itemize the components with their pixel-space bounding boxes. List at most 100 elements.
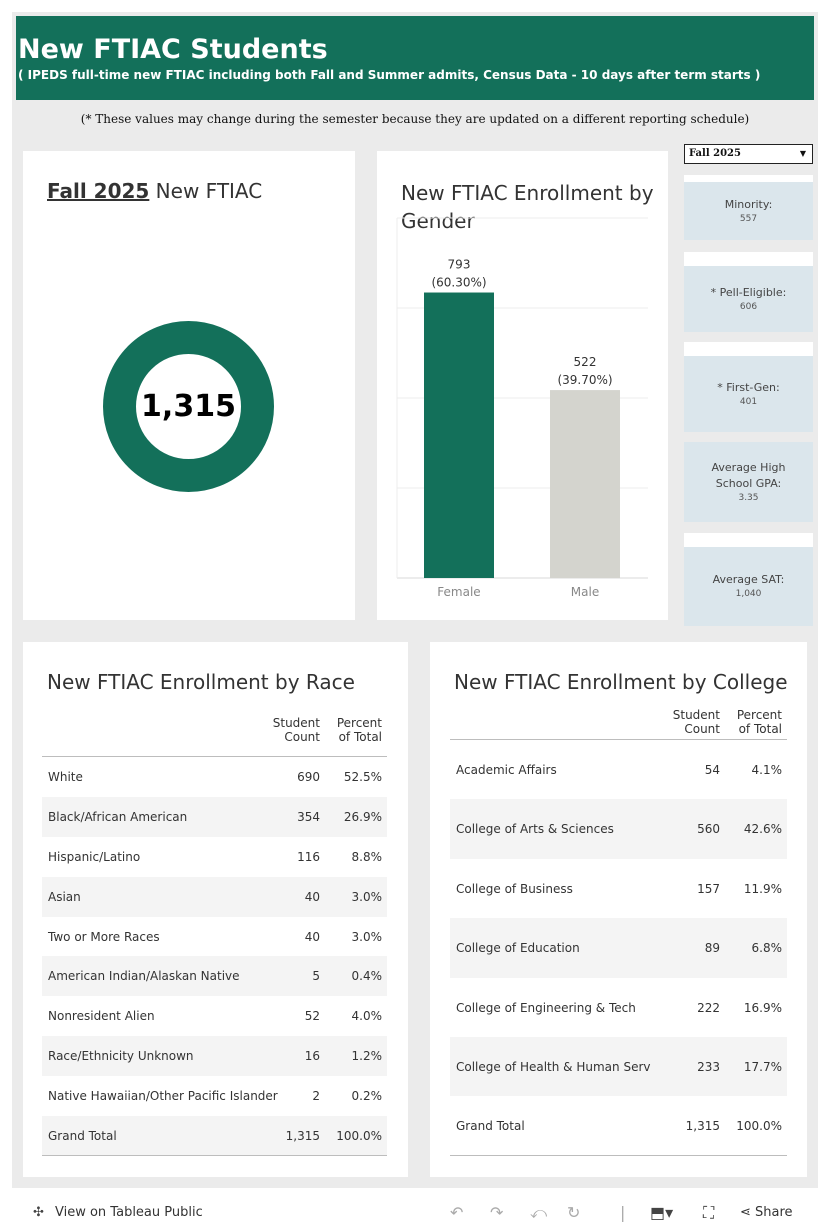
cell-count: 222 — [697, 1000, 720, 1015]
race-table-row[interactable]: Hispanic/Latino 116 8.8% — [42, 837, 387, 877]
stat-card-pell: * Pell-Eligible: 606 — [684, 266, 813, 332]
race-table: Student Count Percent of Total White 690 52.… — [42, 713, 387, 1156]
cell-pct: 11.9% — [743, 881, 782, 896]
cell-pct: 100.0% — [736, 1119, 782, 1134]
college-table: Student Count Percent of Total Academic Af… — [450, 698, 787, 1156]
race-table-row[interactable]: Race/Ethnicity Unknown 16 1.2% — [42, 1036, 387, 1077]
cell-name: Nonresident Alien — [48, 1009, 155, 1024]
race-grand-total-row[interactable]: Grand Total 1,315 100.0% — [42, 1116, 387, 1156]
col-header-count: Student Count — [272, 716, 320, 744]
college-table-row[interactable]: College of Health & Human Serv 233 17.7% — [450, 1036, 787, 1097]
cell-count: 560 — [697, 822, 720, 837]
cell-pct: 0.4% — [351, 969, 383, 984]
total-donut[interactable]: 1,315 — [102, 320, 275, 493]
term-filter-value: Fall 2025 — [689, 148, 741, 159]
cell-name: Race/Ethnicity Unknown — [48, 1049, 194, 1064]
stat-card-minority: Minority: 557 — [684, 182, 813, 240]
cell-pct: 1.2% — [351, 1049, 383, 1064]
donut-ring — [103, 321, 274, 492]
stat-card-sat: Average SAT: 1,040 — [684, 547, 813, 626]
revert-icon[interactable]: ⤺ — [530, 1203, 548, 1222]
kpi-label: New FTIAC — [149, 179, 263, 203]
share-button[interactable]: ⋖ Share — [740, 1205, 793, 1220]
bar-female[interactable] — [424, 292, 494, 578]
race-table-row[interactable]: American Indian/Alaskan Native 5 0.4% — [42, 956, 387, 997]
col-header-percent: Percent of Total — [736, 708, 782, 736]
dashboard-subtitle: ( IPEDS full-time new FTIAC including bo… — [18, 68, 761, 82]
stat-label: Minority: — [724, 197, 773, 211]
disclaimer-note: (* These values may change during the se… — [16, 112, 814, 134]
cell-name: College of Education — [456, 941, 580, 956]
cell-pct: 6.8% — [751, 941, 783, 956]
bar-percent-label: (39.70%) — [557, 373, 612, 387]
cell-count: 40 — [304, 929, 320, 944]
cell-count: 1,315 — [285, 1129, 320, 1144]
undo-icon[interactable]: ↶ — [450, 1203, 464, 1222]
stat-card-spacer — [684, 252, 813, 266]
cell-pct: 0.2% — [351, 1089, 383, 1104]
stat-label: Average High School GPA: — [711, 460, 786, 490]
cell-pct: 26.9% — [343, 809, 382, 824]
view-on-tableau-label: View on Tableau Public — [55, 1205, 203, 1220]
redo-icon[interactable]: ↷ — [490, 1203, 504, 1222]
race-table-row[interactable]: Nonresident Alien 52 4.0% — [42, 996, 387, 1036]
stat-label: * Pell-Eligible: — [710, 285, 787, 299]
stat-value: 1,040 — [735, 589, 762, 599]
gender-chart-title: New FTIAC Enrollment by Gender — [401, 181, 654, 233]
cell-name: Hispanic/Latino — [48, 849, 141, 864]
race-table-row[interactable]: Two or More Races 40 3.0% — [42, 917, 387, 957]
cell-name: College of Health & Human Serv — [456, 1059, 651, 1074]
cell-count: 354 — [297, 809, 320, 824]
stat-value: 401 — [739, 396, 758, 407]
cell-name: College of Business — [456, 881, 573, 896]
stat-value: 606 — [739, 301, 758, 312]
cell-count: 89 — [704, 941, 720, 956]
cell-name: American Indian/Alaskan Native — [48, 969, 240, 984]
cell-name: Two or More Races — [48, 929, 160, 944]
college-table-row[interactable]: College of Business 157 11.9% — [450, 859, 787, 918]
cell-name: Asian — [48, 889, 81, 904]
cell-name: College of Arts & Sciences — [456, 822, 614, 837]
share-icon: ⋖ — [740, 1205, 756, 1220]
cell-count: 690 — [297, 770, 320, 784]
bar-value-label: 522 — [574, 355, 597, 369]
chevron-down-icon: ▼ — [799, 148, 806, 158]
cell-count: 157 — [697, 881, 720, 896]
cell-pct: 3.0% — [351, 929, 383, 944]
stat-card-spacer — [684, 533, 813, 547]
bar-male[interactable] — [550, 390, 620, 578]
college-table-row[interactable]: College of Engineering & Tech 222 16.9% — [450, 978, 787, 1037]
cell-pct: 42.6% — [743, 822, 782, 837]
college-table-row[interactable]: Academic Affairs 54 4.1% — [450, 740, 787, 799]
race-table-row[interactable]: Asian 40 3.0% — [42, 876, 387, 917]
college-grand-total-row[interactable]: Grand Total 1,315 100.0% — [450, 1096, 787, 1156]
download-icon[interactable]: ⬒▾ — [650, 1203, 674, 1222]
dashboard-title: New FTIAC Students — [18, 34, 328, 65]
view-on-tableau-link[interactable]: ✣ View on Tableau Public — [33, 1205, 203, 1220]
cell-count: 116 — [297, 849, 320, 864]
refresh-icon[interactable]: ↻ — [567, 1203, 581, 1222]
college-table-row[interactable]: College of Education 89 6.8% — [450, 918, 787, 978]
college-table-row[interactable]: College of Arts & Sciences 560 42.6% — [450, 799, 787, 859]
race-table-row[interactable]: Native Hawaiian/Other Pacific Islander 2 0… — [42, 1076, 387, 1116]
cell-count: 40 — [304, 889, 320, 904]
stat-label: * First-Gen: — [717, 380, 780, 394]
cell-name: Black/African American — [48, 809, 188, 824]
kpi-panel: Fall 2025 New FTIAC 1,315 — [23, 151, 355, 620]
x-tick-label: Male — [571, 585, 599, 599]
cell-name: Grand Total — [48, 1129, 117, 1144]
fullscreen-icon[interactable]: ⛶ — [703, 1203, 715, 1222]
race-table-row[interactable]: White 690 52.5% — [42, 757, 387, 797]
cell-pct: 52.5% — [343, 770, 382, 784]
stat-card-first-gen: * First-Gen: 401 — [684, 356, 813, 432]
cell-pct: 100.0% — [336, 1129, 382, 1144]
gender-chart-panel: New FTIAC Enrollment by Gender 793 (60.30… — [377, 151, 668, 620]
cell-count: 5 — [312, 969, 320, 984]
total-count: 1,315 — [141, 389, 236, 424]
cell-count: 1,315 — [685, 1119, 720, 1134]
cell-name: Grand Total — [456, 1119, 525, 1134]
race-table-row[interactable]: Black/African American 354 26.9% — [42, 796, 387, 837]
bar-percent-label: (60.30%) — [431, 276, 486, 290]
dashboard-header: New FTIAC Students ( IPEDS full-time new… — [16, 16, 814, 100]
term-filter-dropdown[interactable]: Fall 2025 ▼ — [684, 144, 813, 164]
